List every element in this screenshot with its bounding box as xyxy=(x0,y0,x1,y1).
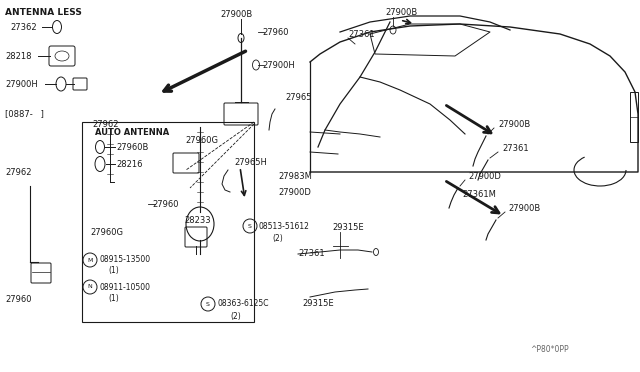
Text: 27960G: 27960G xyxy=(185,135,218,144)
Text: 28218: 28218 xyxy=(5,51,31,61)
Text: (1): (1) xyxy=(108,294,119,302)
Text: 27361: 27361 xyxy=(298,250,324,259)
Text: 27960B: 27960B xyxy=(116,142,148,151)
Text: 27960: 27960 xyxy=(262,28,289,36)
Text: 28216: 28216 xyxy=(116,160,143,169)
Text: M: M xyxy=(87,257,93,263)
Text: 27965: 27965 xyxy=(285,93,312,102)
Text: 27962: 27962 xyxy=(5,167,31,176)
Text: 27960: 27960 xyxy=(5,295,31,305)
Text: 27962: 27962 xyxy=(92,119,118,128)
Text: ANTENNA LESS: ANTENNA LESS xyxy=(5,7,82,16)
Text: 27900B: 27900B xyxy=(385,7,417,16)
Text: 27960: 27960 xyxy=(152,199,179,208)
Text: 29315E: 29315E xyxy=(302,299,333,308)
Text: 27900H: 27900H xyxy=(5,80,38,89)
Text: 08911-10500: 08911-10500 xyxy=(99,282,150,292)
Text: 27965H: 27965H xyxy=(234,157,267,167)
Text: AUTO ANTENNA: AUTO ANTENNA xyxy=(95,128,169,137)
Text: S: S xyxy=(206,301,210,307)
Text: (2): (2) xyxy=(230,311,241,321)
Text: ^P80*0PP: ^P80*0PP xyxy=(530,346,568,355)
Text: 27900H: 27900H xyxy=(262,61,295,70)
Text: 08513-51612: 08513-51612 xyxy=(259,221,310,231)
Text: 08915-13500: 08915-13500 xyxy=(99,256,150,264)
Text: 27361: 27361 xyxy=(348,29,374,38)
Text: 27960G: 27960G xyxy=(90,228,123,237)
Text: (2): (2) xyxy=(272,234,283,243)
Text: 27361M: 27361M xyxy=(462,189,496,199)
Text: 27900B: 27900B xyxy=(220,10,252,19)
Text: 27361: 27361 xyxy=(502,144,529,153)
Text: 27900D: 27900D xyxy=(278,187,311,196)
Text: 27983M: 27983M xyxy=(278,171,312,180)
Text: (1): (1) xyxy=(108,266,119,276)
Text: 08363-6125C: 08363-6125C xyxy=(217,299,269,308)
Text: [0887-   ]: [0887- ] xyxy=(5,109,44,119)
Text: 27900D: 27900D xyxy=(468,171,501,180)
Bar xyxy=(82,122,254,322)
Text: 27900B: 27900B xyxy=(508,203,540,212)
Text: 29315E: 29315E xyxy=(332,222,364,231)
Text: S: S xyxy=(248,224,252,228)
Text: 28233: 28233 xyxy=(184,215,211,224)
Text: 27900B: 27900B xyxy=(498,119,531,128)
Bar xyxy=(630,92,638,142)
Text: N: N xyxy=(88,285,92,289)
Text: 27362: 27362 xyxy=(10,22,36,32)
